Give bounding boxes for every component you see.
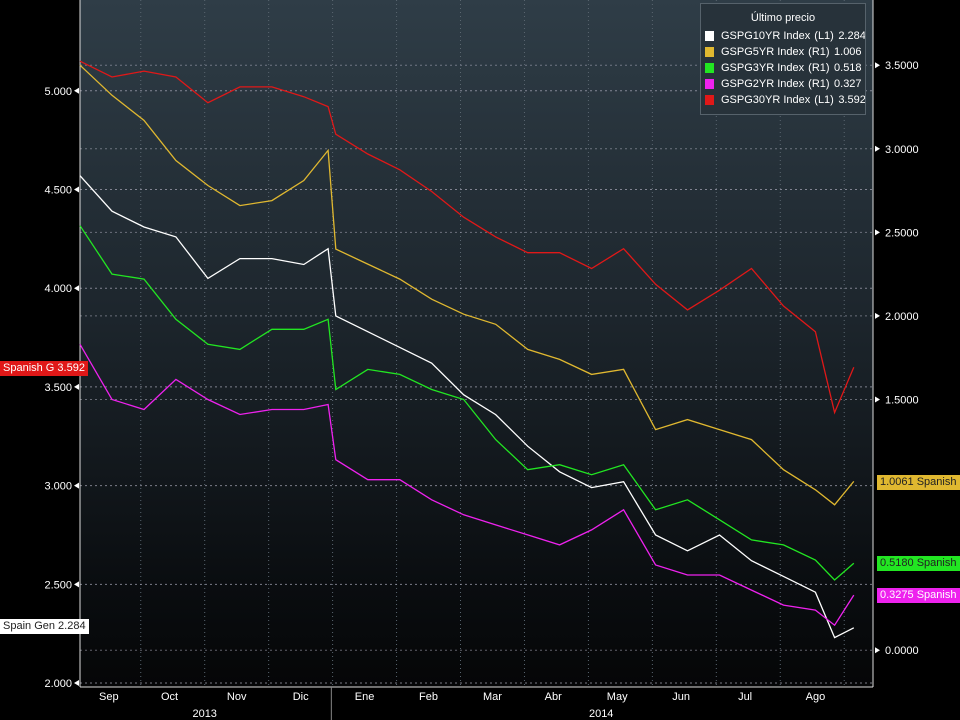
last-value-tag: Spain Gen 2.284 (0, 619, 89, 634)
month-tick-label: Mar (483, 691, 502, 703)
legend-series-name: GSPG10YR Index (721, 30, 811, 42)
left-tick-mark (74, 87, 79, 94)
left-tick-label: 3.000 (44, 481, 72, 493)
month-tick-label: Dic (293, 691, 309, 703)
series-line-gspg5yr-index (79, 64, 855, 506)
legend-last-value: 0.518 (834, 62, 862, 74)
legend-last-value: 3.592 (838, 94, 866, 106)
left-tick-label: 4.500 (44, 185, 72, 197)
month-tick-label: Abr (545, 691, 562, 703)
legend-last-value: 0.327 (834, 78, 862, 90)
last-value-tag: 1.0061 Spanish G (877, 475, 960, 490)
month-tick-label: Jul (738, 691, 752, 703)
left-tick-mark (74, 581, 79, 588)
right-tick-label: 2.0000 (885, 311, 919, 323)
legend-last-value: 2.284 (838, 30, 866, 42)
right-tick-label: 2.5000 (885, 227, 919, 239)
right-tick-label: 1.5000 (885, 394, 919, 406)
legend: Último precio GSPG10YR Index (L1) 2.284 GSP… (700, 3, 866, 115)
legend-swatch (705, 95, 714, 105)
last-value-tag: Spanish G 3.592 (0, 361, 88, 376)
legend-entry: GSPG2YR Index (R1) 0.327 (701, 76, 865, 92)
left-tick-label: 2.500 (44, 579, 72, 591)
series-line-gspg10yr-index (79, 175, 855, 639)
left-tick-label: 5.000 (44, 86, 72, 98)
legend-swatch (705, 63, 714, 73)
right-tick-mark (875, 62, 880, 69)
right-tick-label: 3.5000 (885, 60, 919, 72)
left-tick-label: 2.000 (44, 678, 72, 690)
left-tick-mark (74, 285, 79, 292)
series-line-gspg3yr-index (79, 225, 855, 581)
left-tick-label: 4.000 (44, 283, 72, 295)
series-line-gspg2yr-index (79, 343, 855, 627)
month-tick-label: May (607, 691, 628, 703)
month-tick-label: Nov (227, 691, 247, 703)
legend-swatch (705, 31, 714, 41)
left-tick-mark (74, 680, 79, 687)
right-tick-mark (875, 229, 880, 236)
legend-title: Último precio (750, 12, 816, 24)
legend-swatch (705, 79, 714, 89)
legend-axis: (L1) (814, 30, 834, 42)
legend-axis: (L1) (814, 94, 834, 106)
month-tick-label: Ene (355, 691, 375, 703)
year-label: 2014 (589, 708, 613, 720)
legend-series-name: GSPG5YR Index (721, 46, 805, 58)
legend-series-name: GSPG3YR Index (721, 62, 805, 74)
right-tick-mark (875, 396, 880, 403)
left-tick-mark (74, 383, 79, 390)
last-value-tag: 0.5180 Spanish G (877, 556, 960, 571)
legend-last-value: 1.006 (834, 46, 862, 58)
right-tick-mark (875, 312, 880, 319)
last-value-tag: 0.3275 Spanish G (877, 588, 960, 603)
legend-swatch (705, 47, 714, 57)
right-tick-label: 0.0000 (885, 645, 919, 657)
right-tick-label: 3.0000 (885, 144, 919, 156)
month-tick-label: Sep (99, 691, 119, 703)
month-tick-label: Feb (419, 691, 438, 703)
left-tick-mark (74, 186, 79, 193)
legend-entry: GSPG5YR Index (R1) 1.006 (701, 44, 865, 60)
legend-entry: GSPG3YR Index (R1) 0.518 (701, 60, 865, 76)
legend-series-name: GSPG30YR Index (721, 94, 811, 106)
right-tick-mark (875, 647, 880, 654)
series-line-gspg30yr-index (79, 60, 855, 415)
legend-entry: GSPG10YR Index (L1) 2.284 (701, 28, 865, 44)
legend-series-name: GSPG2YR Index (721, 78, 805, 90)
left-tick-label: 3.500 (44, 382, 72, 394)
legend-axis: (R1) (808, 62, 830, 74)
legend-axis: (R1) (808, 46, 830, 58)
month-tick-label: Jun (672, 691, 690, 703)
month-tick-label: Oct (161, 691, 178, 703)
month-tick-label: Ago (806, 691, 826, 703)
legend-entry: GSPG30YR Index (L1) 3.592 (701, 92, 865, 108)
left-tick-mark (74, 482, 79, 489)
year-label: 2013 (192, 708, 216, 720)
right-tick-mark (875, 145, 880, 152)
legend-axis: (R1) (808, 78, 830, 90)
